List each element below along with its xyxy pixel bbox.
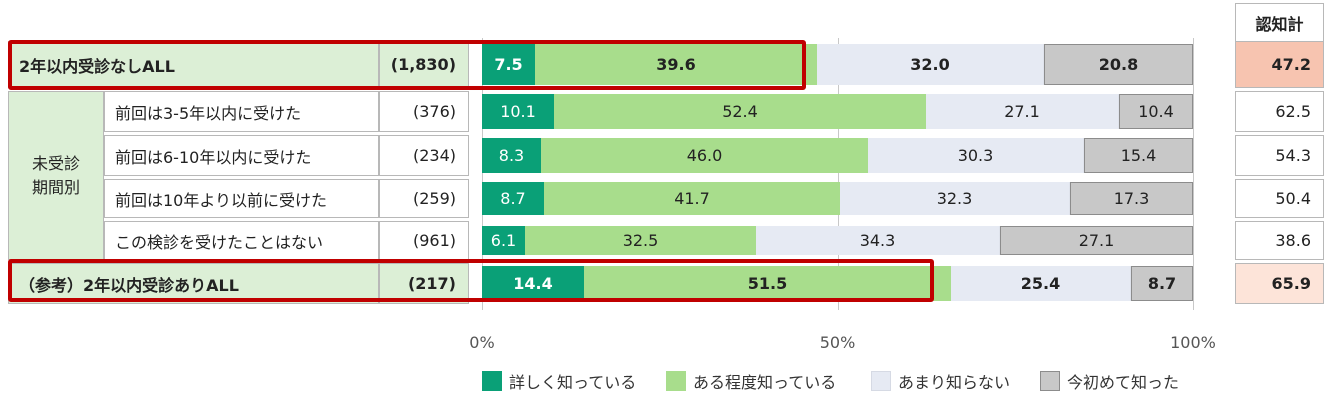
row-label: 2年以内受診なしALL [8,41,379,88]
legend-swatch [666,371,686,391]
score-total-cell: 62.5 [1235,91,1324,132]
score-total-cell: 47.2 [1235,41,1324,88]
bar-segment-3: 32.0 [817,44,1044,85]
row-sample-size: (961) [379,221,469,260]
legend-item: ある程度知っている [666,369,836,393]
bar-value-label: 39.6 [656,55,696,74]
bar-value-label: 15.4 [1120,146,1157,165]
legend-swatch [871,371,891,391]
x-tick-label: 100% [1170,333,1216,352]
legend-label: あまり知らない [898,373,1011,392]
legend-label: 詳しく知っている [509,373,637,392]
bar-value-label: 34.3 [859,231,896,250]
legend-item: あまり知らない [871,369,1010,393]
gridline-50 [837,38,839,310]
bar-segment-3: 30.3 [868,138,1084,173]
bar-value-label: 8.7 [1147,274,1177,293]
bar-value-label: 8.7 [500,189,526,208]
row-sample-size: (259) [379,179,469,218]
bar-segment-4: 15.4 [1084,138,1193,173]
legend-item: 詳しく知っている [482,369,636,393]
row-sample-size: (217) [379,263,469,304]
bar-value-label: 27.1 [1004,102,1040,121]
bar-segment-2: 46.0 [541,138,868,173]
score-total-cell: 38.6 [1235,221,1324,260]
bar-value-label: 41.7 [674,189,710,208]
score-total-cell: 65.9 [1235,263,1324,304]
bar-value-label: 30.3 [957,146,994,165]
row-label: （参考）2年以内受診ありALL [8,263,379,304]
row-label: 前回は6-10年以内に受けた [104,135,379,176]
row-label: 前回は10年より以前に受けた [104,179,379,218]
gridline-0 [482,38,483,310]
row-label: この検診を受けたことはない [104,221,379,260]
bar-value-label: 10.4 [1138,102,1174,121]
row-label: 前回は3-5年以内に受けた [104,91,379,132]
score-column-header: 認知計 [1235,3,1324,42]
row-sample-size: (1,830) [379,41,469,88]
bar-value-label: 10.1 [500,102,536,121]
bar-segment-4: 8.7 [1131,266,1193,301]
bar-segment-3: 34.3 [756,226,1000,255]
bar-segment-4: 27.1 [1000,226,1193,255]
bar-segment-2: 32.5 [525,226,756,255]
bar-value-label: 27.1 [1078,231,1115,250]
legend-swatch [482,371,502,391]
bar-value-label: 7.5 [494,55,523,74]
gridline-100 [1193,38,1194,310]
row-sample-size: (234) [379,135,469,176]
bar-segment-2: 41.7 [544,182,840,215]
bar-value-label: 52.4 [722,102,758,121]
bar-segment-4: 20.8 [1044,44,1193,85]
bar-segment-2: 39.6 [535,44,817,85]
legend-item: 今初めて知った [1040,369,1179,393]
x-tick-label: 50% [819,333,856,352]
bar-segment-3: 27.1 [926,94,1119,129]
bar-segment-1: 14.4 [482,266,584,301]
x-tick-label: 0% [469,333,495,352]
bar-segment-2: 52.4 [554,94,926,129]
score-total-cell: 54.3 [1235,135,1324,176]
row-sample-size: (376) [379,91,469,132]
bar-segment-4: 17.3 [1070,182,1193,215]
bar-segment-1: 7.5 [482,44,535,85]
bar-value-label: 32.3 [936,189,973,208]
bar-value-label: 46.0 [686,146,723,165]
bar-segment-2: 51.5 [584,266,951,301]
bar-value-label: 32.0 [910,55,950,74]
bar-value-label: 25.4 [1020,274,1061,293]
bar-value-label: 6.1 [490,231,517,250]
bar-segment-1: 10.1 [482,94,554,129]
legend-label: 今初めて知った [1067,373,1180,392]
bar-segment-1: 8.7 [482,182,544,215]
bar-segment-4: 10.4 [1119,94,1193,129]
legend-swatch [1040,371,1060,391]
bar-segment-1: 6.1 [482,226,525,255]
bar-value-label: 32.5 [622,231,659,250]
bar-segment-3: 25.4 [951,266,1131,301]
bar-value-label: 8.3 [498,146,525,165]
score-total-cell: 50.4 [1235,179,1324,218]
bar-value-label: 51.5 [747,274,788,293]
group-label-cell: 未受診 期間別 [8,91,104,260]
legend-label: ある程度知っている [693,373,837,392]
bar-segment-3: 32.3 [840,182,1070,215]
bar-value-label: 20.8 [1098,55,1139,74]
bar-value-label: 17.3 [1113,189,1150,208]
bar-value-label: 14.4 [513,274,553,293]
bar-segment-1: 8.3 [482,138,541,173]
